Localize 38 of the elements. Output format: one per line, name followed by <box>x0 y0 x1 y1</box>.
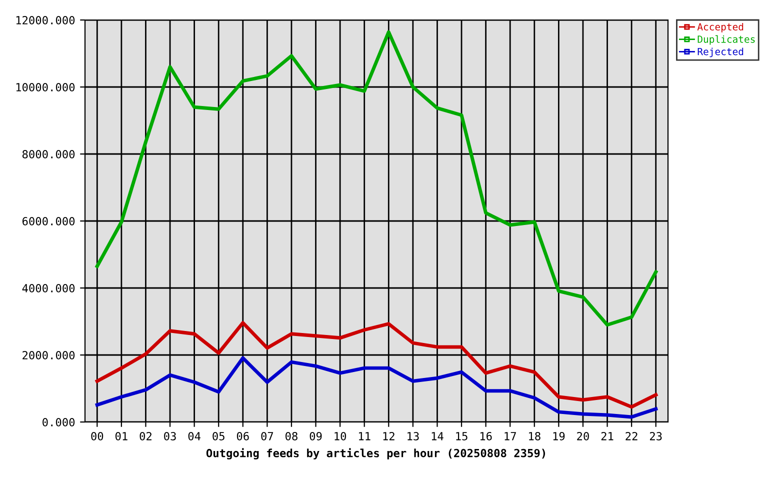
line-series <box>95 356 658 419</box>
legend-label: Duplicates <box>698 35 755 45</box>
line-series <box>95 30 658 327</box>
x-tick-label: 05 <box>212 432 224 440</box>
y-tick-label: 12000.000 <box>16 16 75 24</box>
x-tick-label: 19 <box>553 432 565 440</box>
x-tick-label: 09 <box>310 432 322 440</box>
x-tick-label: 20 <box>577 432 589 440</box>
x-tick-label: 06 <box>236 432 249 440</box>
y-tick-label: 2000.000 <box>22 351 75 360</box>
y-tick-label: 8000.000 <box>22 150 75 158</box>
y-tick-label: 6000.000 <box>22 217 75 226</box>
y-tick-label: 10000.000 <box>16 83 75 92</box>
x-tick-label: 21 <box>601 432 614 440</box>
x-tick-label: 10 <box>334 432 346 440</box>
legend-label: Accepted <box>697 22 744 32</box>
line-series <box>95 321 658 409</box>
x-tick-label: 14 <box>432 432 444 440</box>
x-tick-label: 22 <box>626 432 638 440</box>
x-tick-label: 23 <box>650 432 662 440</box>
x-tick-label: 07 <box>261 432 274 440</box>
x-tick-label: 01 <box>115 432 128 440</box>
x-tick-label: 04 <box>188 432 200 440</box>
x-tick-label: 11 <box>359 432 370 440</box>
y-tick-label: 0.000 <box>42 418 75 426</box>
x-tick-label: 16 <box>480 432 492 440</box>
x-tick-label: 08 <box>286 432 298 440</box>
legend-label: Rejected <box>698 48 744 58</box>
x-tick-label: 12 <box>383 432 394 440</box>
x-tick-label: 18 <box>529 432 540 440</box>
x-tick-label: 15 <box>456 432 468 440</box>
x-tick-label: 03 <box>164 432 176 440</box>
x-tick-label: 17 <box>504 432 516 440</box>
x-tick-label: 02 <box>140 432 152 440</box>
y-tick-label: 4000.000 <box>22 284 75 292</box>
x-axis-title: Outgoing feeds by articles per hour (20250808 2359) <box>206 448 546 460</box>
x-tick-label: 13 <box>408 432 419 440</box>
x-tick-label: 00 <box>91 432 104 440</box>
